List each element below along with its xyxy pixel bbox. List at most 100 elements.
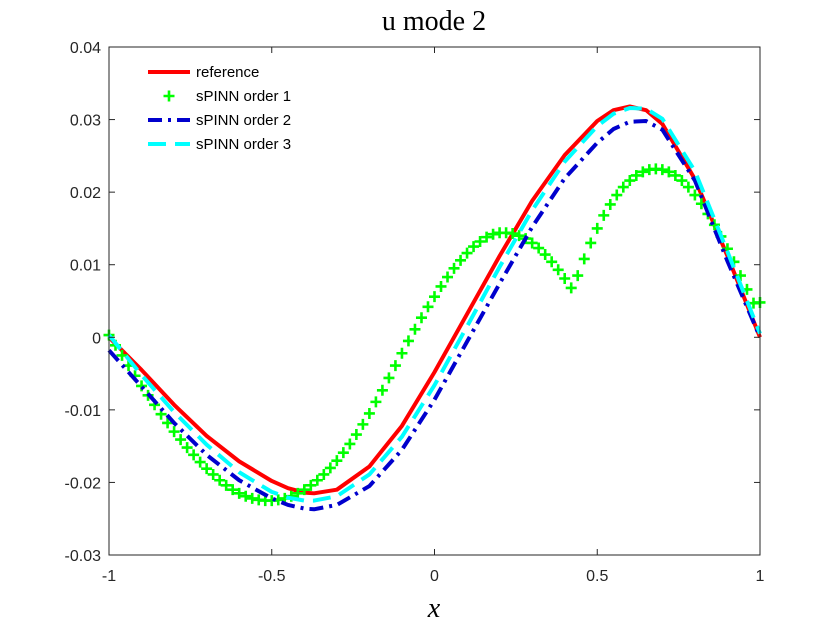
series-point: [357, 418, 369, 430]
series-point: [546, 256, 558, 268]
x-tick-label: 1: [756, 568, 765, 585]
x-tick-label: 0: [430, 568, 439, 585]
series-point: [207, 468, 219, 480]
series-point: [585, 237, 597, 249]
y-tick-label: -0.03: [65, 548, 102, 565]
series-point: [481, 231, 493, 243]
legend-item: reference: [148, 64, 259, 81]
series-point: [168, 426, 180, 438]
series-point: [201, 463, 213, 475]
series-point: [240, 490, 252, 502]
series-point: [474, 235, 486, 247]
x-tick-label: -0.5: [258, 568, 286, 585]
series-point: [175, 434, 187, 446]
series-point: [617, 181, 629, 193]
series-3: [107, 119, 762, 512]
series-point: [507, 228, 519, 240]
series-point: [578, 253, 590, 265]
series-point: [559, 273, 571, 285]
series-point: [422, 301, 434, 313]
series-1: [107, 104, 762, 496]
series-point: [448, 262, 460, 274]
series-line: [107, 105, 762, 503]
series-point: [344, 438, 356, 450]
series-point: [611, 189, 623, 201]
series-4: [107, 105, 762, 503]
x-tick-label: 0.5: [586, 568, 608, 585]
series-line: [107, 104, 762, 496]
series-point: [487, 228, 499, 240]
series-point: [552, 264, 564, 276]
legend-swatch: [163, 90, 175, 102]
legend-label: sPINN order 1: [196, 88, 291, 105]
y-tick-label: 0.01: [70, 258, 101, 275]
legend-label: reference: [196, 64, 259, 81]
series-point: [383, 372, 395, 384]
series-point: [402, 335, 414, 347]
series-point: [689, 189, 701, 201]
y-tick-label: -0.02: [65, 475, 102, 492]
series-point: [637, 166, 649, 178]
series-point: [656, 164, 668, 176]
series-point: [116, 349, 128, 361]
series-point: [669, 169, 681, 181]
legend-item: sPINN order 3: [148, 136, 291, 153]
chart-title: u mode 2: [382, 6, 486, 37]
series-point: [682, 181, 694, 193]
legend: reference sPINN order 1 sPINN order 2 sPINN…: [131, 55, 321, 159]
series-point: [539, 249, 551, 261]
series-point: [435, 280, 447, 292]
series-point: [513, 230, 525, 242]
x-axis: -1 -0.5 0 0.5 1: [102, 47, 765, 585]
series-point: [572, 270, 584, 282]
series-point: [565, 282, 577, 294]
series-point: [389, 360, 401, 372]
series-point: [533, 242, 545, 254]
y-tick-label: 0.04: [70, 40, 101, 57]
series-point: [663, 166, 675, 178]
series-point: [604, 198, 616, 210]
series-point: [442, 271, 454, 283]
series-point: [376, 384, 388, 396]
series-point: [188, 449, 200, 461]
series-point: [363, 407, 375, 419]
series-point: [630, 169, 642, 181]
series-point: [624, 175, 636, 187]
legend-label: sPINN order 2: [196, 112, 291, 129]
series-point: [305, 479, 317, 491]
series-point: [246, 492, 258, 504]
legend-items: reference sPINN order 1 sPINN order 2 sPINN…: [148, 64, 291, 153]
legend-label: sPINN order 3: [196, 136, 291, 153]
series-line: [107, 119, 762, 512]
series-point: [324, 462, 336, 474]
series-point: [468, 241, 480, 253]
series-point: [194, 456, 206, 468]
series-point: [591, 222, 603, 234]
series-point: [598, 209, 610, 221]
series-point: [415, 312, 427, 324]
series-point: [214, 474, 226, 486]
series-point: [298, 484, 310, 496]
legend-item: sPINN order 2: [148, 112, 291, 129]
series-point: [162, 417, 174, 429]
series-point: [676, 175, 688, 187]
y-tick-label: 0.02: [70, 185, 101, 202]
series-point: [350, 429, 362, 441]
series-point: [233, 487, 245, 499]
series-point: [455, 254, 467, 266]
series-point: [318, 468, 330, 480]
series-point: [331, 455, 343, 467]
series-point: [311, 474, 323, 486]
series-point: [526, 237, 538, 249]
series-point: [461, 247, 473, 259]
series-point: [181, 442, 193, 454]
series-point: [227, 484, 239, 496]
series-point: [429, 291, 440, 303]
series-point: [337, 447, 349, 459]
series-point: [220, 479, 232, 491]
series-point: [409, 323, 421, 335]
y-axis: -0.03 -0.02 -0.01 0 0.01 0.02 0.03 0.04: [65, 40, 760, 565]
series-point: [292, 487, 304, 499]
x-tick-label: -1: [102, 568, 116, 585]
